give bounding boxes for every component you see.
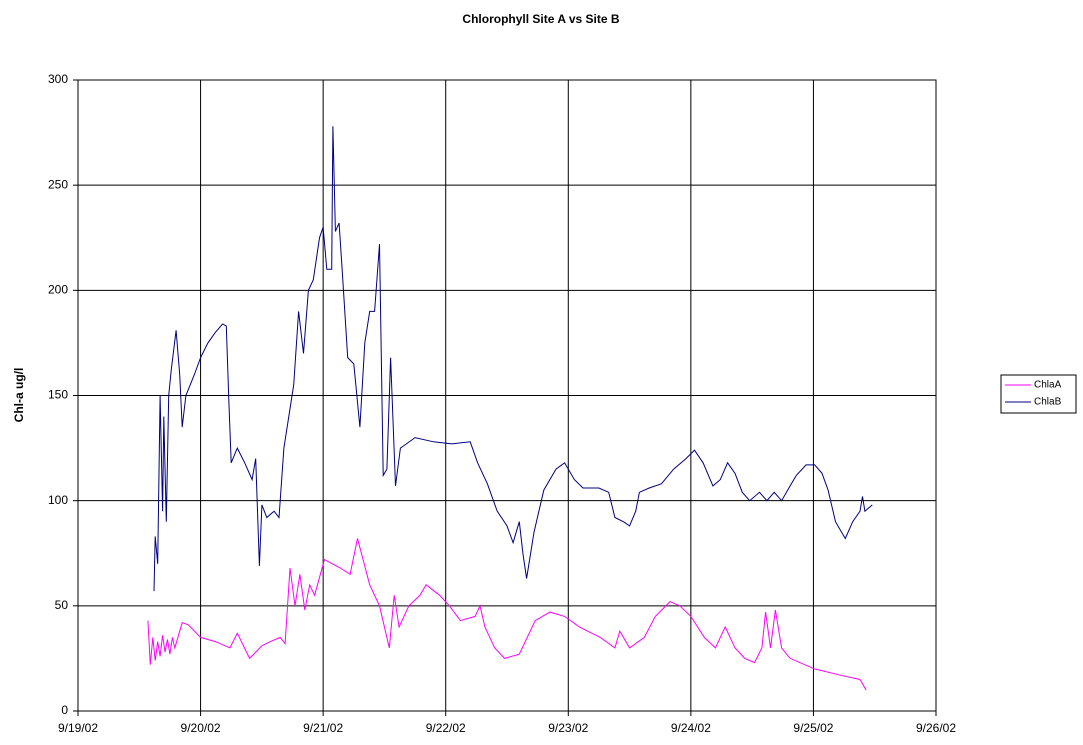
legend-label: ChlaA: [1034, 380, 1062, 391]
y-tick-label: 100: [48, 493, 68, 507]
legend-box: [1000, 374, 1077, 414]
legend-label: ChlaB: [1034, 397, 1062, 408]
y-tick-label: 250: [48, 177, 68, 191]
series-line: [147, 538, 867, 691]
series-line: [153, 126, 873, 592]
y-tick-label: 150: [48, 388, 68, 402]
x-tick-label: 9/24/02: [671, 721, 711, 735]
chart-title: Chlorophyll Site A vs Site B: [462, 12, 619, 26]
y-tick-label: 300: [48, 72, 68, 86]
y-tick-label: 0: [61, 703, 68, 717]
y-tick-label: 200: [48, 283, 68, 297]
x-tick-label: 9/25/02: [793, 721, 833, 735]
x-tick-label: 9/22/02: [426, 721, 466, 735]
plot-frame: [77, 79, 937, 712]
x-tick-label: 9/20/02: [181, 721, 221, 735]
x-tick-label: 9/21/02: [303, 721, 343, 735]
y-tick-label: 50: [55, 598, 69, 612]
y-axis-label: Chl-a ug/l: [12, 368, 26, 423]
x-tick-label: 9/26/02: [916, 721, 956, 735]
x-tick-label: 9/23/02: [548, 721, 588, 735]
x-tick-label: 9/19/02: [58, 721, 98, 735]
